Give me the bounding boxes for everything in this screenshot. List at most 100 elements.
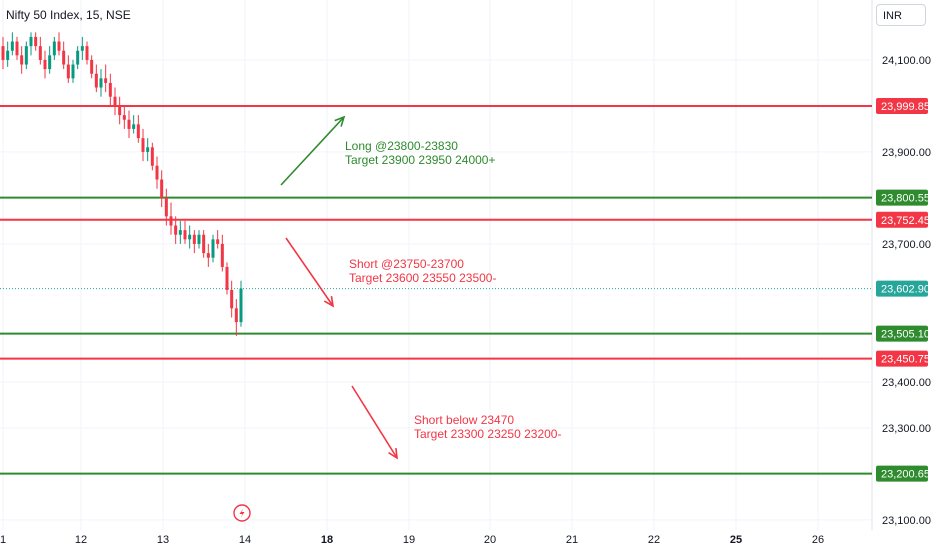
- price-level-label: 23,200.65: [881, 469, 930, 481]
- candle-body: [118, 105, 122, 116]
- price-level-tag: [876, 350, 928, 367]
- candle-body: [10, 41, 14, 51]
- candle-body: [29, 36, 33, 47]
- candle-body: [146, 147, 150, 152]
- candle-body: [150, 147, 154, 166]
- price-level-label: 23,450.75: [881, 354, 930, 366]
- y-tick-label: 23,100.00: [882, 515, 931, 527]
- candle-body: [122, 115, 126, 120]
- x-tick-label: 18: [321, 534, 333, 546]
- candles: [1, 32, 243, 336]
- chart-grid: [0, 0, 873, 530]
- x-tick-label: 1: [0, 534, 6, 546]
- price-levels: [0, 105, 872, 475]
- candle-body: [127, 119, 131, 129]
- currency-selector[interactable]: INR: [876, 4, 926, 26]
- price-axis[interactable]: 24,100.00 23,900.00 23,700.00 23,400.00 23,3…: [876, 55, 931, 527]
- annotation-text: Target 23600 23550 23500-: [349, 271, 496, 285]
- y-tick-label: 23,900.00: [882, 147, 931, 159]
- time-axis[interactable]: 1 12 13 14 18 19 20 21 22 25 26: [0, 534, 824, 546]
- candle-body: [71, 64, 75, 79]
- annotation-text: Short below 23470: [414, 413, 514, 427]
- candle-body: [174, 225, 178, 235]
- candle-body: [34, 36, 38, 47]
- last-price-label: 23,602.90: [881, 284, 930, 296]
- candle-body: [192, 234, 196, 244]
- annotation-text: Long @23800-23830: [345, 139, 458, 153]
- candle-body: [57, 41, 61, 51]
- candle-body: [48, 55, 52, 70]
- trade-arrowhead: [334, 115, 346, 127]
- candle-body: [136, 124, 140, 139]
- price-level-label: 23,800.55: [881, 193, 930, 205]
- price-level-label: 23,752.45: [881, 215, 930, 227]
- price-level-tag: [876, 189, 928, 206]
- candle-body: [94, 73, 98, 88]
- price-level-tag: [876, 98, 928, 114]
- candle-body: [90, 59, 94, 74]
- candle-body: [108, 82, 112, 97]
- candle-body: [202, 234, 206, 254]
- candle-body: [15, 41, 19, 56]
- candle-body: [52, 41, 56, 56]
- candle-body: [211, 239, 215, 258]
- price-level-tag: [876, 211, 928, 228]
- candle-body: [234, 308, 238, 323]
- y-tick-label: 24,100.00: [882, 55, 931, 67]
- candle-body: [230, 289, 234, 309]
- y-tick-label: 23,300.00: [882, 423, 931, 435]
- x-tick-label: 26: [812, 534, 824, 546]
- trade-arrow: [285, 237, 334, 307]
- candle-body: [132, 124, 136, 129]
- candle-body: [164, 197, 168, 217]
- candle-body: [220, 243, 224, 267]
- price-level-tag: [876, 325, 928, 342]
- price-level-tag: [876, 465, 928, 482]
- candle-body: [169, 216, 173, 226]
- candle-body: [76, 50, 80, 65]
- y-tick-label: 23,400.00: [882, 377, 931, 389]
- candle-body: [62, 50, 66, 65]
- candle-body: [24, 46, 28, 65]
- price-level-label: 23,999.85: [881, 101, 930, 113]
- y-tick-label: 23,700.00: [882, 239, 931, 251]
- candle-body: [80, 46, 84, 51]
- candle-body: [225, 266, 229, 290]
- x-tick-label: 22: [648, 534, 660, 546]
- x-tick-label: 25: [730, 534, 742, 546]
- x-tick-label: 14: [239, 534, 251, 546]
- candle-body: [188, 234, 192, 240]
- x-tick-label: 12: [75, 534, 87, 546]
- candle-body: [178, 230, 182, 235]
- x-tick-label: 21: [566, 534, 578, 546]
- candle-body: [85, 46, 89, 60]
- annotation-text: Target 23900 23950 24000+: [345, 153, 495, 167]
- candle-body: [104, 78, 108, 83]
- candle-body: [20, 55, 24, 65]
- candle-body: [216, 239, 220, 244]
- candle-body: [183, 230, 187, 240]
- candle-body: [99, 78, 103, 88]
- trade-arrowhead: [388, 447, 398, 460]
- trade-arrow: [351, 385, 398, 459]
- candle-body: [1, 46, 5, 60]
- x-tick-label: 13: [157, 534, 169, 546]
- candle-body: [206, 253, 210, 258]
- trade-arrowhead: [323, 295, 335, 308]
- candle-body: [6, 50, 10, 60]
- candle-body: [239, 288, 243, 323]
- last-price-tag: [876, 280, 928, 297]
- candle-body: [155, 165, 159, 180]
- chart-title: Nifty 50 Index, 15, NSE: [6, 8, 131, 22]
- candle-body: [38, 46, 42, 60]
- candle-body: [66, 64, 70, 79]
- candle-body: [141, 138, 145, 152]
- candle-body: [197, 234, 201, 244]
- annotation-text: Short @23750-23700: [349, 257, 464, 271]
- flash-icon[interactable]: [233, 504, 251, 522]
- x-tick-label: 20: [484, 534, 496, 546]
- trade-arrow: [280, 116, 345, 186]
- x-tick-label: 19: [403, 534, 415, 546]
